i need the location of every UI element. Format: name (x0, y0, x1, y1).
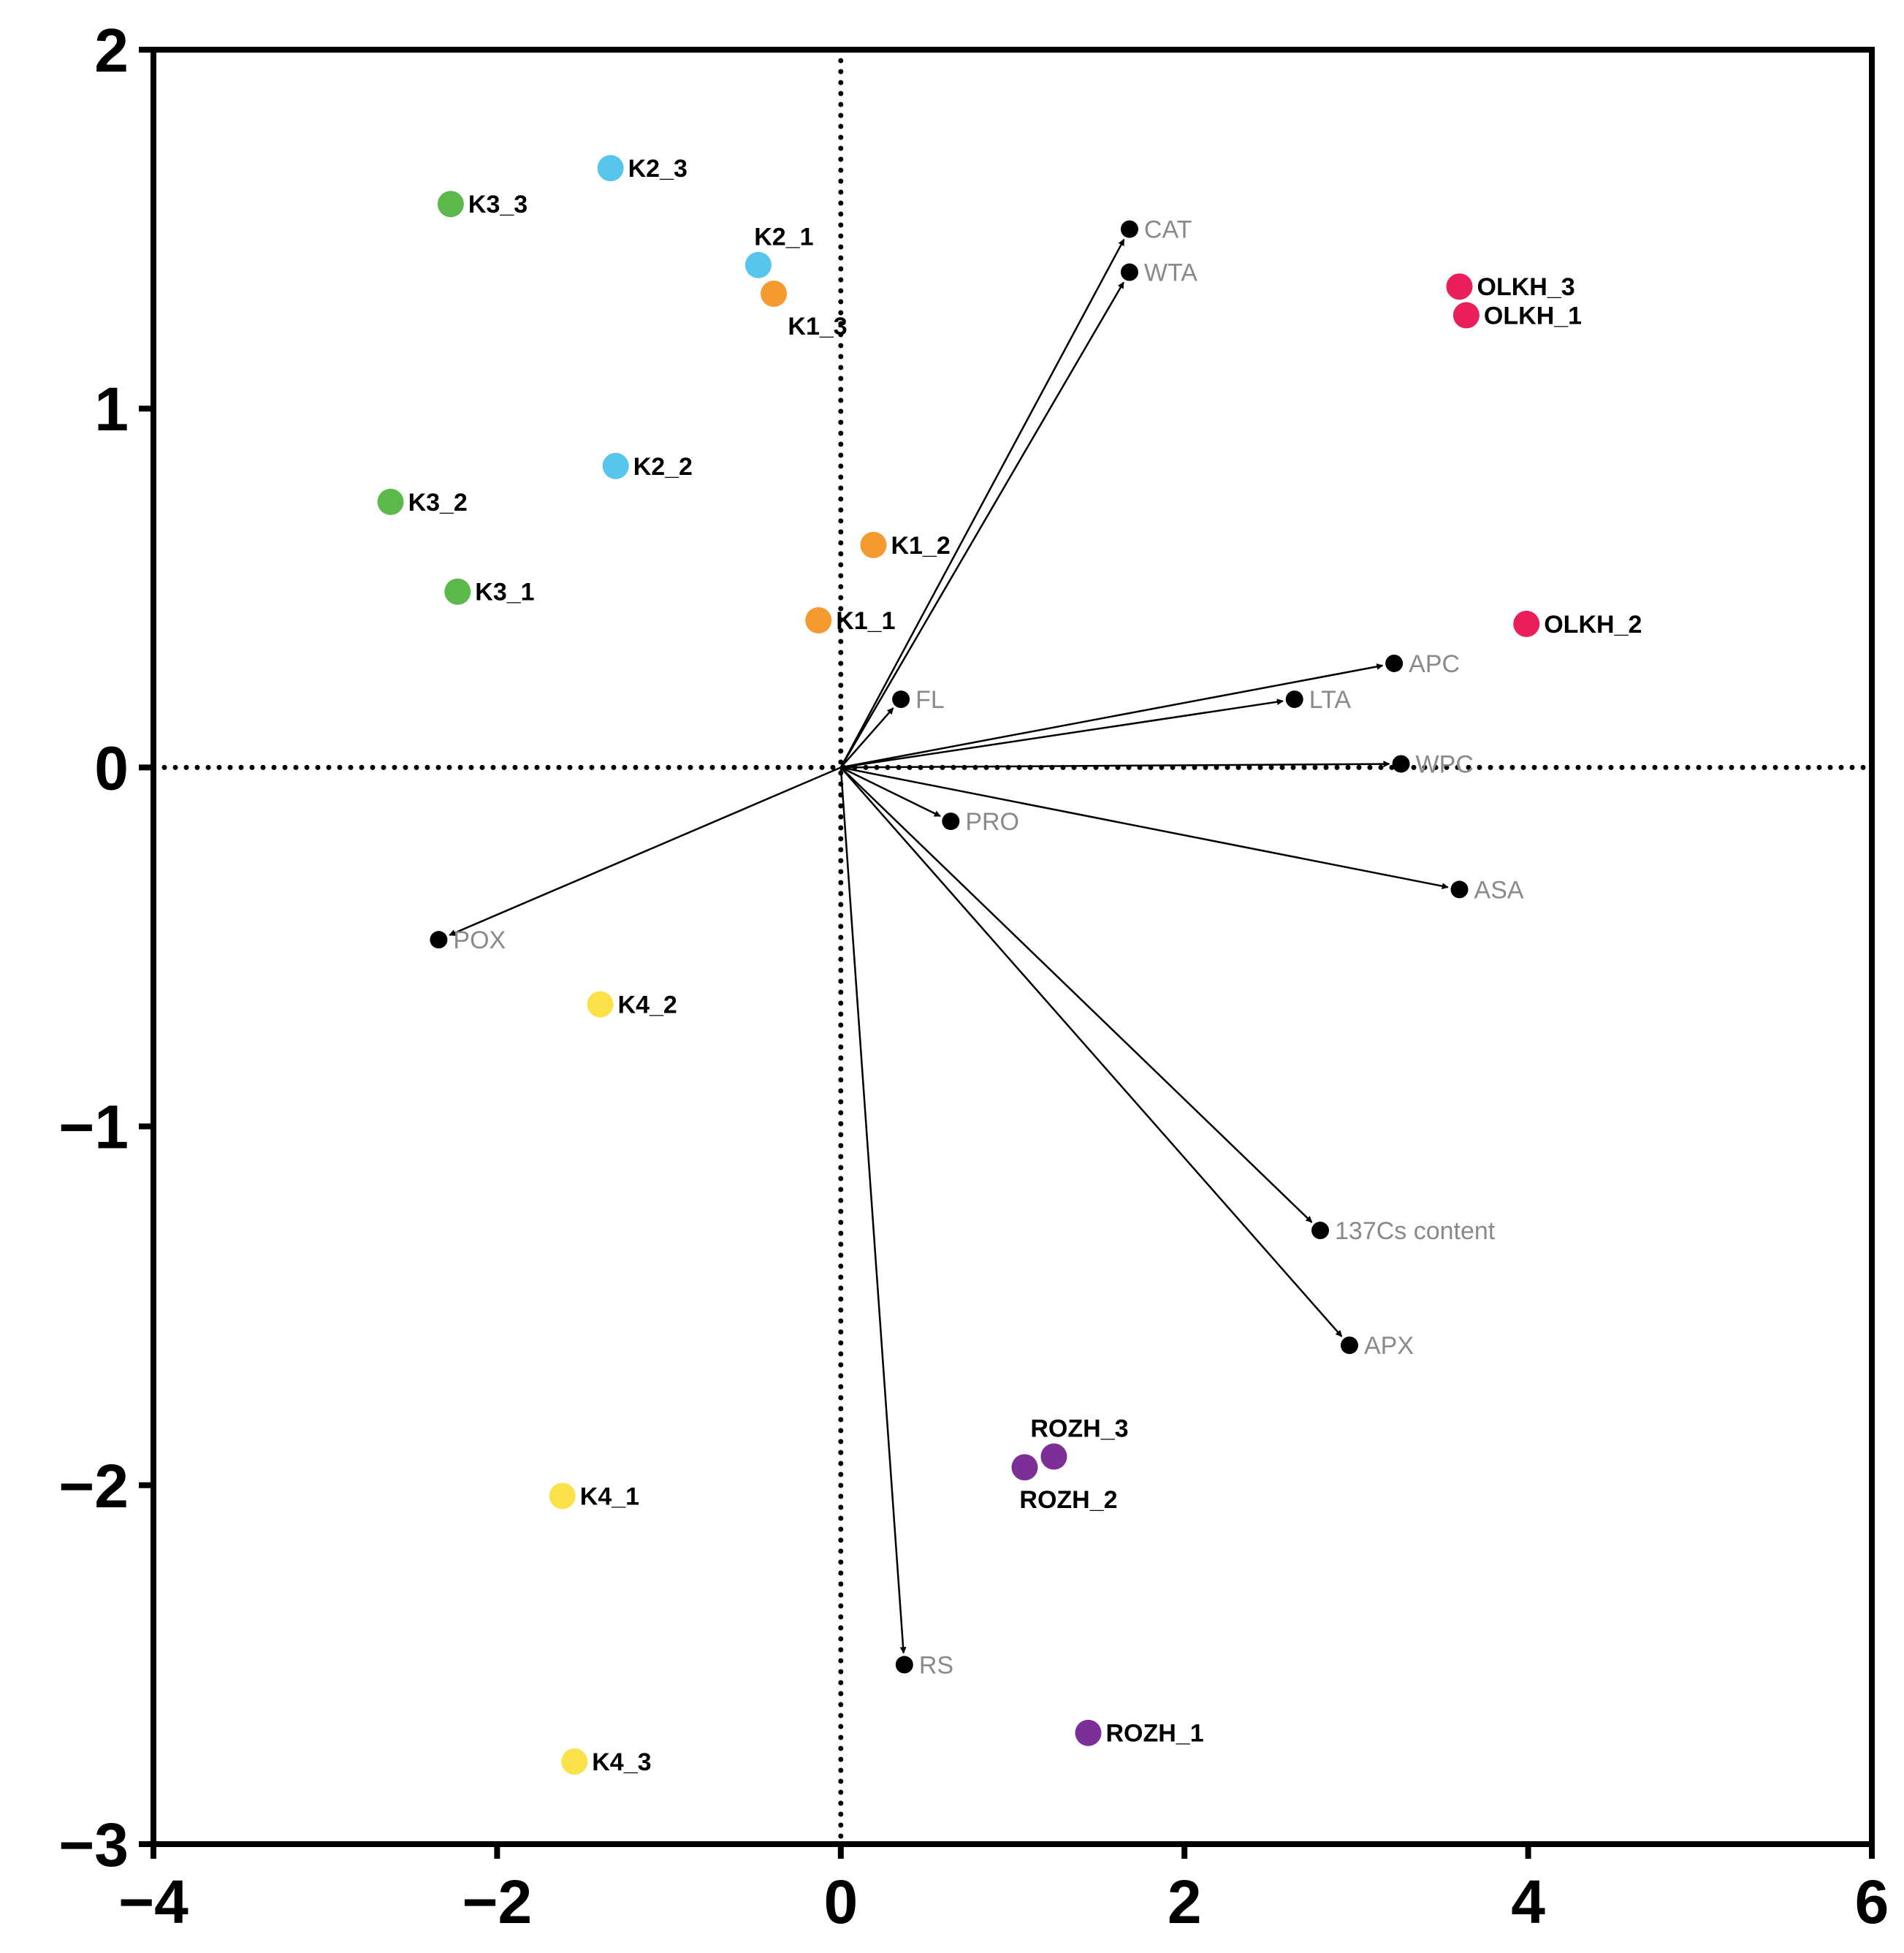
score-label-rozh-1: ROZH_1 (1105, 1720, 1203, 1748)
loading-point-pox (430, 931, 448, 949)
loading-point-wta (1120, 263, 1138, 281)
score-label-k1-1: K1_1 (836, 607, 895, 635)
score-points: K1_1 K1_2 K1_3 K2_1 K2_2 K2_3 K3_1 K3_2 K3_3 K4_1… (377, 155, 1642, 1776)
score-point-k1-3 (761, 281, 788, 308)
score-label-olkh-1: OLKH_1 (1484, 302, 1582, 330)
x-tick-label: −2 (462, 1868, 533, 1936)
score-point-rozh-3 (1040, 1443, 1067, 1470)
score-label-k1-3: K1_3 (788, 313, 847, 340)
y-tick-label: −3 (58, 1811, 129, 1879)
loading-vector-pro (840, 766, 941, 818)
score-point-olkh-2 (1513, 610, 1540, 637)
score-label-k4-3: K4_3 (592, 1748, 651, 1776)
score-point-rozh-1 (1075, 1719, 1102, 1746)
score-point-k1-1 (805, 607, 832, 634)
loading-vectors: CAT WTA APC LTA WPC FL PRO ASA POX 137Cs content A… (430, 216, 1524, 1679)
y-tick-label: −1 (58, 1093, 129, 1162)
loading-vector-apc (840, 663, 1384, 769)
loading-point-asa (1450, 880, 1469, 899)
loading-vector-wta (839, 281, 1124, 769)
loading-label-wta: WTA (1144, 259, 1197, 287)
loading-vector-apx (839, 766, 1343, 1338)
y-axis: −3 −2 −1 0 1 2 (58, 16, 153, 1879)
loading-point-pro (942, 812, 960, 831)
score-point-k4-2 (587, 991, 614, 1018)
x-tick-label: 2 (1168, 1868, 1202, 1936)
reference-lines (151, 47, 1875, 1847)
loading-vector-pox (449, 766, 842, 937)
score-label-rozh-3: ROZH_3 (1030, 1415, 1128, 1443)
loading-point-fl (892, 690, 910, 709)
score-label-k2-3: K2_3 (628, 155, 688, 183)
score-label-k2-2: K2_2 (633, 453, 693, 481)
score-point-k3-3 (437, 191, 464, 218)
loading-vector-cat (839, 238, 1125, 768)
loading-label-pox: POX (453, 926, 506, 954)
x-tick-label: 4 (1511, 1868, 1545, 1936)
loading-label-cat: CAT (1144, 216, 1192, 244)
score-label-k3-2: K3_2 (408, 489, 468, 517)
loading-label-apc: APC (1409, 650, 1460, 678)
loading-label-fl: FL (915, 686, 945, 714)
score-point-olkh-3 (1446, 273, 1473, 300)
loading-point-apc (1385, 654, 1404, 672)
loading-point-137cs-content (1311, 1222, 1330, 1240)
score-point-olkh-1 (1452, 302, 1480, 329)
plot-frame (151, 47, 1875, 1847)
loading-vector-137cs-content (839, 766, 1313, 1223)
score-label-k1-2: K1_2 (891, 532, 950, 560)
score-point-k2-3 (597, 155, 624, 182)
score-label-olkh-3: OLKH_3 (1477, 273, 1575, 301)
loading-vector-wpc (840, 761, 1390, 769)
loading-point-rs (895, 1656, 913, 1674)
loading-point-wpc (1392, 755, 1410, 773)
y-tick-label: 1 (94, 375, 129, 443)
y-tick-label: −2 (58, 1452, 129, 1520)
loading-point-lta (1285, 690, 1303, 709)
score-point-k2-2 (602, 452, 629, 479)
loading-label-137cs-content: 137Cs content (1335, 1217, 1496, 1245)
loading-label-asa: ASA (1474, 876, 1524, 904)
x-tick-label: 6 (1855, 1868, 1889, 1936)
score-point-k3-1 (444, 578, 471, 605)
score-point-k4-1 (549, 1482, 576, 1510)
x-tick-label: −4 (118, 1868, 189, 1936)
score-label-k3-3: K3_3 (468, 191, 528, 218)
x-axis: −4 −2 0 2 4 6 (118, 1844, 1889, 1936)
loading-label-rs: RS (919, 1651, 953, 1679)
score-label-olkh-2: OLKH_2 (1544, 611, 1642, 639)
loading-vector-asa (840, 766, 1449, 890)
y-tick-label: 2 (94, 16, 129, 85)
score-point-k4-3 (561, 1748, 588, 1775)
score-point-k1-2 (860, 531, 887, 558)
y-tick-label: 0 (94, 734, 129, 802)
score-label-k2-1: K2_1 (754, 224, 813, 251)
score-label-k4-1: K4_1 (580, 1483, 639, 1511)
score-point-k3-2 (377, 488, 404, 515)
loading-vector-fl (839, 707, 894, 769)
score-label-rozh-2: ROZH_2 (1019, 1486, 1117, 1514)
loading-label-apx: APX (1364, 1332, 1414, 1360)
loading-label-pro: PRO (965, 808, 1019, 836)
loading-vector-lta (840, 698, 1284, 769)
loading-point-cat (1120, 220, 1138, 238)
x-tick-label: 0 (823, 1868, 858, 1936)
loading-point-apx (1340, 1336, 1358, 1355)
score-point-k2-1 (745, 251, 772, 278)
loading-label-wpc: WPC (1416, 750, 1474, 778)
score-label-k3-1: K3_1 (475, 579, 534, 606)
score-label-k4-2: K4_2 (618, 991, 677, 1019)
score-point-rozh-2 (1011, 1454, 1038, 1481)
loading-vector-rs (839, 767, 907, 1654)
loading-label-lta: LTA (1309, 686, 1352, 714)
